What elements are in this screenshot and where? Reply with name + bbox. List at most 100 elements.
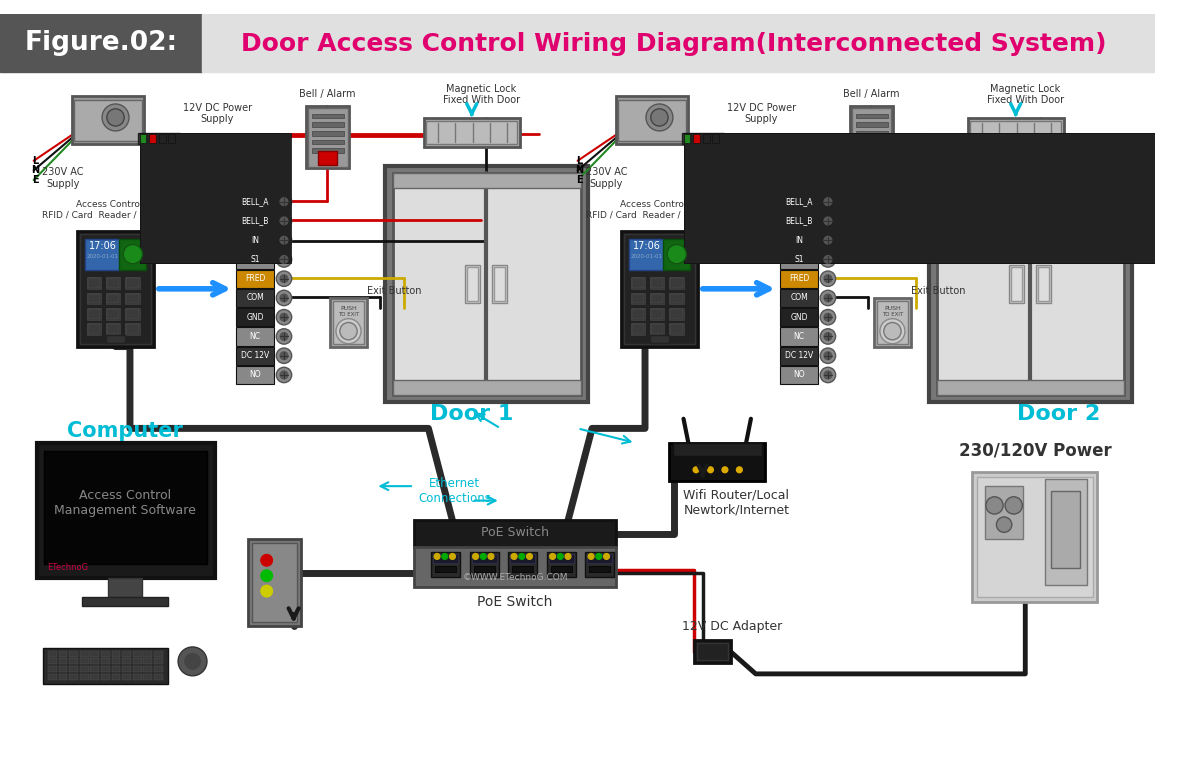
Bar (138, 133, 180, 145)
Bar (684, 133, 1200, 263)
Bar (308, 108, 348, 166)
Circle shape (558, 553, 563, 560)
Text: Access
Controller
Terminals: Access Controller Terminals (776, 151, 822, 180)
Bar (547, 552, 576, 577)
Circle shape (442, 553, 448, 560)
Bar (414, 520, 616, 546)
Bar (694, 640, 731, 663)
Circle shape (280, 333, 288, 341)
Text: Magnetic Lock
Fixed With Door: Magnetic Lock Fixed With Door (986, 84, 1064, 105)
Circle shape (708, 467, 713, 473)
Text: Access Controller
RFID / Card  Reader / Fingerprint: Access Controller RFID / Card Reader / F… (42, 200, 188, 220)
Circle shape (280, 352, 288, 360)
Bar (682, 133, 724, 145)
Circle shape (434, 553, 440, 560)
Bar (385, 166, 588, 402)
Circle shape (604, 553, 610, 560)
Text: Exit Button: Exit Button (367, 286, 422, 296)
Circle shape (821, 348, 835, 364)
Bar (985, 486, 1024, 539)
Bar (43, 648, 168, 684)
Bar (125, 308, 139, 320)
Bar (154, 651, 163, 656)
Circle shape (737, 467, 743, 473)
Text: Bell / Alarm: Bell / Alarm (844, 89, 900, 99)
Circle shape (824, 352, 832, 360)
Bar (306, 106, 349, 169)
Bar (107, 278, 119, 288)
Bar (85, 238, 121, 269)
Bar (856, 122, 888, 127)
Text: Figure.02:: Figure.02: (24, 30, 178, 57)
Text: 230V AC
Supply: 230V AC Supply (42, 167, 83, 189)
Bar (70, 674, 78, 680)
Circle shape (824, 255, 832, 263)
Bar (780, 193, 818, 211)
Bar (472, 553, 497, 563)
Text: Access
Controller
Terminals: Access Controller Terminals (233, 151, 277, 180)
Bar (112, 666, 120, 672)
Text: Exit Button: Exit Button (911, 286, 966, 296)
Bar (125, 277, 139, 289)
Bar (631, 293, 644, 303)
Bar (168, 134, 175, 143)
Bar (650, 308, 665, 320)
Bar (236, 250, 275, 269)
Bar (90, 651, 100, 656)
Bar (967, 118, 1063, 147)
Text: GND: GND (791, 313, 808, 322)
Text: Magnetic Lock
Fixed With Door: Magnetic Lock Fixed With Door (443, 84, 520, 105)
Text: TO EXIT: TO EXIT (882, 312, 904, 317)
Circle shape (336, 319, 361, 344)
Bar (236, 347, 275, 365)
Bar (630, 324, 646, 335)
Bar (144, 659, 152, 664)
Text: NC: NC (250, 332, 260, 341)
Text: IN: IN (251, 236, 259, 245)
Circle shape (276, 348, 292, 364)
Circle shape (488, 553, 494, 560)
Bar (80, 651, 89, 656)
Bar (133, 659, 142, 664)
Bar (424, 118, 520, 147)
Circle shape (473, 553, 479, 560)
Bar (470, 552, 499, 577)
Circle shape (824, 198, 832, 206)
Bar (86, 277, 101, 289)
Bar (80, 659, 89, 664)
Text: COM: COM (246, 293, 264, 303)
Bar (670, 278, 683, 288)
Text: Door Access Control Wiring Diagram(Interconnected System): Door Access Control Wiring Diagram(Inter… (241, 33, 1106, 57)
Circle shape (527, 553, 533, 560)
Circle shape (260, 554, 272, 566)
Bar (312, 149, 343, 153)
Bar (154, 666, 163, 672)
Bar (236, 366, 275, 384)
Bar (90, 674, 100, 680)
Bar (467, 267, 479, 301)
Circle shape (824, 313, 832, 321)
Text: FRED: FRED (788, 274, 809, 283)
Bar (154, 659, 163, 664)
Bar (133, 666, 142, 672)
Bar (780, 250, 818, 269)
Bar (125, 324, 139, 335)
Bar (112, 674, 120, 680)
Circle shape (280, 198, 288, 206)
Bar (236, 289, 275, 307)
Text: E: E (576, 175, 583, 185)
Text: S1: S1 (251, 255, 260, 264)
Text: ©WWW.ETechnoG.COM: ©WWW.ETechnoG.COM (462, 573, 568, 582)
Bar (684, 134, 690, 143)
Bar (70, 666, 78, 672)
Circle shape (550, 553, 556, 560)
Circle shape (276, 252, 292, 267)
Bar (90, 666, 100, 672)
Circle shape (821, 290, 835, 306)
Bar (587, 553, 612, 563)
Bar (670, 443, 766, 481)
Circle shape (280, 294, 288, 302)
Bar (126, 324, 139, 334)
Circle shape (276, 290, 292, 306)
Circle shape (694, 467, 698, 473)
